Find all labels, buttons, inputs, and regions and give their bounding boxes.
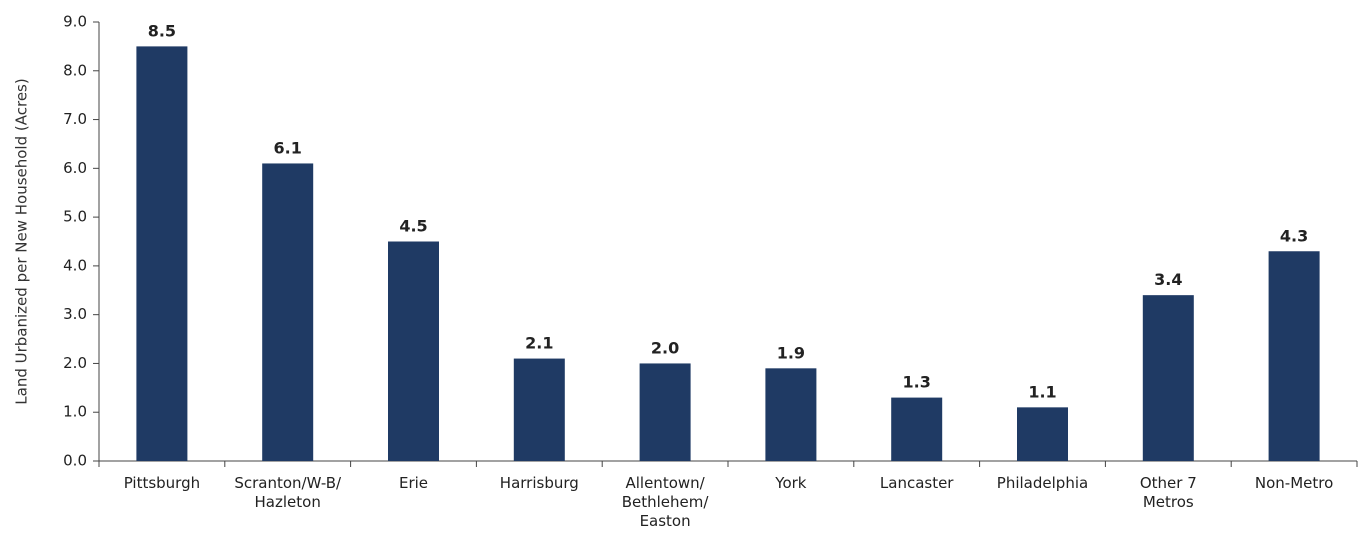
y-axis-title: Land Urbanized per New Household (Acres) xyxy=(13,78,31,404)
y-tick-label: 0.0 xyxy=(63,452,87,470)
value-labels: 8.5 6.1 4.5 2.1 2.0 1.9 1.3 1.1 3.4 4.3 xyxy=(148,21,1309,401)
x-tick-label: Bethlehem/ xyxy=(622,493,710,511)
data-label: 8.5 xyxy=(148,21,176,40)
data-label: 4.3 xyxy=(1280,226,1308,245)
bar xyxy=(1268,251,1320,461)
data-label: 2.1 xyxy=(525,334,553,353)
y-tick-label: 1.0 xyxy=(63,403,87,421)
y-tick-label: 4.0 xyxy=(63,256,87,274)
bars xyxy=(136,46,1320,462)
y-tick-label: 9.0 xyxy=(63,13,87,31)
category-labels: Pittsburgh Scranton/W-B/Hazleton Erie Harri… xyxy=(124,474,1334,530)
x-tick-label: Pittsburgh xyxy=(124,474,200,492)
x-tick-label: Erie xyxy=(399,474,428,492)
y-tick-label: 7.0 xyxy=(63,110,87,128)
bar xyxy=(1142,295,1194,461)
x-tick-label: Lancaster xyxy=(880,474,954,492)
data-label: 2.0 xyxy=(651,338,679,357)
x-tick-label: York xyxy=(774,474,807,492)
bar xyxy=(388,241,439,461)
data-label: 3.4 xyxy=(1154,270,1182,289)
y-tick-label: 8.0 xyxy=(63,61,87,79)
bar xyxy=(639,363,691,461)
y-tick-label: 6.0 xyxy=(63,159,87,177)
bar xyxy=(136,46,188,462)
data-label: 4.5 xyxy=(399,217,427,236)
data-label: 6.1 xyxy=(274,138,302,157)
y-tick-label: 5.0 xyxy=(63,208,87,226)
x-tick-label: Harrisburg xyxy=(500,474,579,492)
x-tick-label: Allentown/ xyxy=(625,474,705,492)
x-tick-label: Hazleton xyxy=(255,493,321,511)
bar xyxy=(262,163,314,461)
x-tick-label: Metros xyxy=(1143,493,1194,511)
bar xyxy=(513,358,565,461)
x-tick-label: Non-Metro xyxy=(1255,474,1333,492)
x-tick-label: Philadelphia xyxy=(997,474,1088,492)
bar xyxy=(891,397,943,461)
x-axis xyxy=(98,460,1358,467)
y-axis: 0.0 1.0 2.0 3.0 4.0 5.0 6.0 7.0 8.0 9.0 xyxy=(63,13,100,470)
data-label: 1.3 xyxy=(903,373,931,392)
x-tick-label: Scranton/W-B/ xyxy=(234,474,342,492)
data-label: 1.9 xyxy=(777,343,805,362)
x-tick-label: Other 7 xyxy=(1140,474,1197,492)
data-label: 1.1 xyxy=(1028,382,1056,401)
y-tick-label: 2.0 xyxy=(63,354,87,372)
y-tick-label: 3.0 xyxy=(63,305,87,323)
x-tick-label: Easton xyxy=(640,512,691,530)
bar xyxy=(1017,407,1068,461)
bar xyxy=(765,368,817,461)
